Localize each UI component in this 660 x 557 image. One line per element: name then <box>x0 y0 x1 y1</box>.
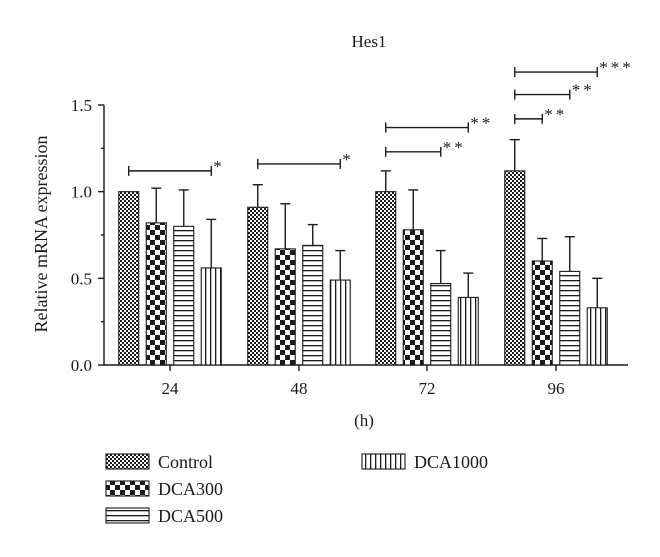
legend-swatch-dca1000 <box>361 453 406 470</box>
bar-dca1000 <box>457 296 479 366</box>
legend-swatch-dca500 <box>105 507 150 524</box>
bar-dca1000 <box>586 307 608 366</box>
significance-label: ** <box>470 114 493 133</box>
plot-area: 0.00.51.01.524 48 72 96* ***** ******* <box>71 58 634 398</box>
bar-dca300 <box>274 248 296 366</box>
bar-dca1000 <box>200 267 222 366</box>
bar-dca500 <box>430 282 452 366</box>
y-tick-label: 0.0 <box>71 356 92 375</box>
y-axis-label: Relative mRNA expression <box>31 136 51 333</box>
x-tick-label: 24 <box>162 379 180 398</box>
legend-label-dca500: DCA500 <box>158 506 223 526</box>
bar-dca500 <box>302 244 324 366</box>
legend-label-dca1000: DCA1000 <box>414 452 488 472</box>
x-tick-label: 48 <box>291 379 308 398</box>
bar-control <box>504 170 526 366</box>
legend: Control DCA300 DCA500 DCA1000 <box>105 452 488 526</box>
legend-label-dca300: DCA300 <box>158 479 223 499</box>
y-tick-label: 1.0 <box>71 183 92 202</box>
significance-label: *** <box>599 58 634 77</box>
bar-control <box>247 206 269 366</box>
bar-dca300 <box>531 260 553 366</box>
x-axis-label: (h) <box>354 411 374 430</box>
bar-control <box>118 191 140 366</box>
legend-swatch-dca300 <box>105 480 150 497</box>
bar-dca500 <box>173 225 195 366</box>
x-tick-label: 96 <box>548 379 565 398</box>
bar-dca300 <box>402 229 424 366</box>
chart-title: Hes1 <box>352 32 387 51</box>
y-tick-label: 0.5 <box>71 269 92 288</box>
bar-dca300 <box>145 222 167 366</box>
legend-label-control: Control <box>158 452 213 472</box>
significance-label: ** <box>443 138 466 157</box>
significance-label: * <box>213 157 225 176</box>
legend-swatch-control <box>105 453 150 470</box>
significance-label: * <box>342 150 354 169</box>
significance-label: ** <box>572 81 595 100</box>
significance-label: ** <box>544 105 567 124</box>
bar-dca500 <box>559 270 581 366</box>
bar-dca1000 <box>329 279 351 366</box>
y-tick-label: 1.5 <box>71 96 92 115</box>
x-tick-label: 72 <box>419 379 436 398</box>
bar-control <box>375 191 397 366</box>
